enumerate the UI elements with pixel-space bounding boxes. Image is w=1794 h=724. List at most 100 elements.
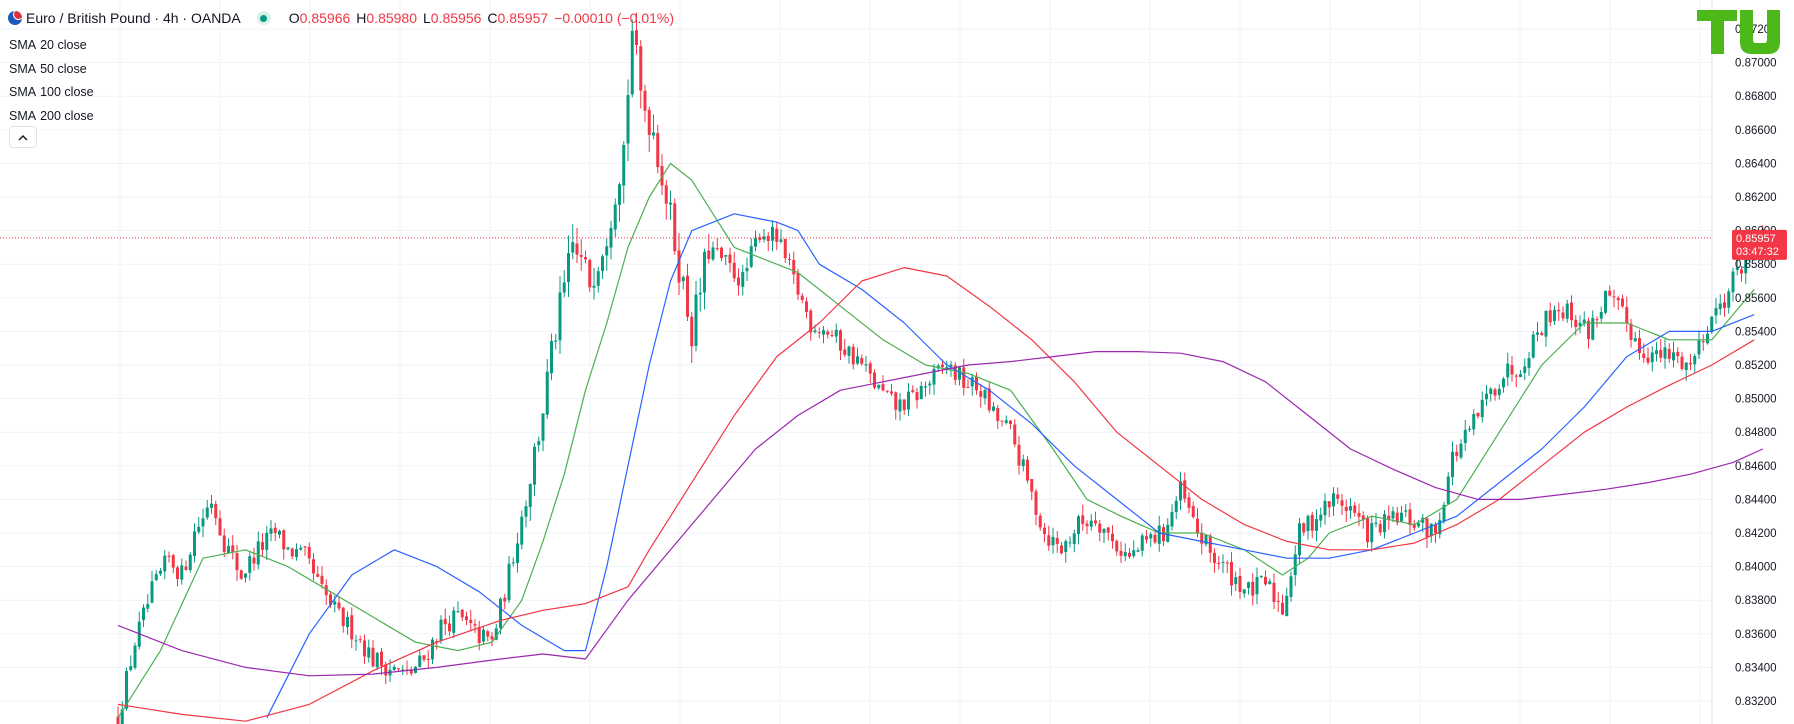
indicator-sma-20[interactable]: SMA 20 close [9,34,94,58]
candle-bullish [1468,428,1471,430]
candle-bullish [1599,311,1603,319]
candle-bullish [1531,334,1535,358]
candle-bullish [1655,350,1658,355]
candle-bearish [1510,365,1514,375]
candle-bearish [1548,310,1552,323]
candle-bullish [1578,322,1582,327]
price-tick-label: 0.85400 [1735,326,1777,338]
candle-bearish [643,90,647,111]
candle-bullish [1370,523,1374,543]
candle-bearish [979,391,983,397]
candle-bullish [269,528,273,534]
candle-bullish [749,246,753,267]
candle-bullish [928,383,932,386]
candle-bullish [919,385,923,400]
candle-bearish [1302,523,1306,533]
candle-bullish [1064,541,1068,553]
candle-bullish [507,563,511,601]
candle-bullish [1170,512,1174,527]
candle-bearish [1009,420,1012,425]
candle-bullish [1298,523,1301,556]
candle-bullish [1404,510,1408,512]
candle-bullish [1714,308,1718,316]
candle-bearish [443,618,447,625]
candle-bullish [227,546,230,554]
candle-bullish [1480,399,1484,418]
candle-bearish [1676,351,1680,357]
candle-bearish [796,273,800,295]
candle-bearish [1608,290,1612,296]
candle-bullish [907,391,910,410]
candle-bearish [1701,341,1705,343]
candle-bearish [707,250,711,260]
candle-bullish [150,581,154,603]
candle-bearish [1680,356,1684,369]
candle-bearish [273,527,277,533]
candle-bearish [792,260,796,275]
candle-bearish [290,548,294,557]
candle-bullish [1744,255,1748,274]
candle-bearish [839,330,842,351]
candle-bullish [120,709,124,724]
candle-bearish [1038,515,1042,528]
candle-bullish [550,340,553,374]
candle-bearish [1060,545,1063,554]
candle-bullish [970,377,974,387]
high-value: 0.85980 [366,10,417,26]
candle-bearish [673,203,677,252]
tu-logo-icon [1697,10,1780,54]
symbol-title[interactable]: Euro / British Pound · 4h · OANDA [26,10,241,26]
candle-bearish [1574,319,1578,328]
candle-bearish [1055,537,1059,544]
candle-bearish [329,594,332,606]
candle-bullish [146,604,150,609]
candle-bullish [1259,575,1263,577]
candle-bullish [537,441,541,446]
candle-bearish [1030,479,1034,492]
candle-bullish [1684,362,1688,370]
price-tick-label: 0.84400 [1735,494,1777,506]
candle-bearish [397,668,400,670]
candle-bearish [1327,501,1331,508]
candle-bullish [1446,476,1450,504]
candle-bearish [1281,602,1284,615]
candle-bullish [278,530,281,535]
candle-bullish [681,277,685,282]
candle-bearish [890,391,893,394]
candle-bullish [256,541,260,565]
price-axis[interactable]: 0.872000.870000.868000.866000.864000.862… [1735,24,1777,708]
candle-bullish [1663,347,1667,359]
last-price-badge [1732,229,1787,260]
candle-bullish [779,239,783,242]
candle-bullish [1021,459,1025,467]
candle-bearish [1378,524,1382,533]
candle-bearish [1689,362,1692,365]
candle-bullish [745,268,749,272]
candle-bearish [477,626,481,643]
indicator-sma-50[interactable]: SMA 50 close [9,58,94,82]
indicator-sma-100[interactable]: SMA 100 close [9,81,94,105]
candle-bullish [1459,443,1463,458]
candle-bullish [1502,378,1505,388]
candle-bearish [1213,552,1216,563]
candle-bearish [868,363,872,374]
candle-bearish [435,640,439,643]
indicator-sma-200[interactable]: SMA 200 close [9,105,94,129]
candle-bullish [452,610,456,633]
candle-bullish [754,238,757,247]
candle-bearish [1570,302,1573,321]
candle-bullish [1234,577,1238,585]
candle-bullish [1140,535,1144,551]
candle-bullish [528,483,532,507]
candle-bearish [303,546,307,548]
candle-bullish [898,399,902,412]
candle-bearish [843,349,847,355]
candle-bearish [1336,494,1340,499]
price-tick-label: 0.83600 [1735,629,1777,641]
candle-bearish [860,357,864,364]
candle-bearish [1153,534,1157,543]
price-grid [0,0,1713,724]
collapse-legend-button[interactable] [9,126,37,148]
candle-bullish [248,556,252,573]
